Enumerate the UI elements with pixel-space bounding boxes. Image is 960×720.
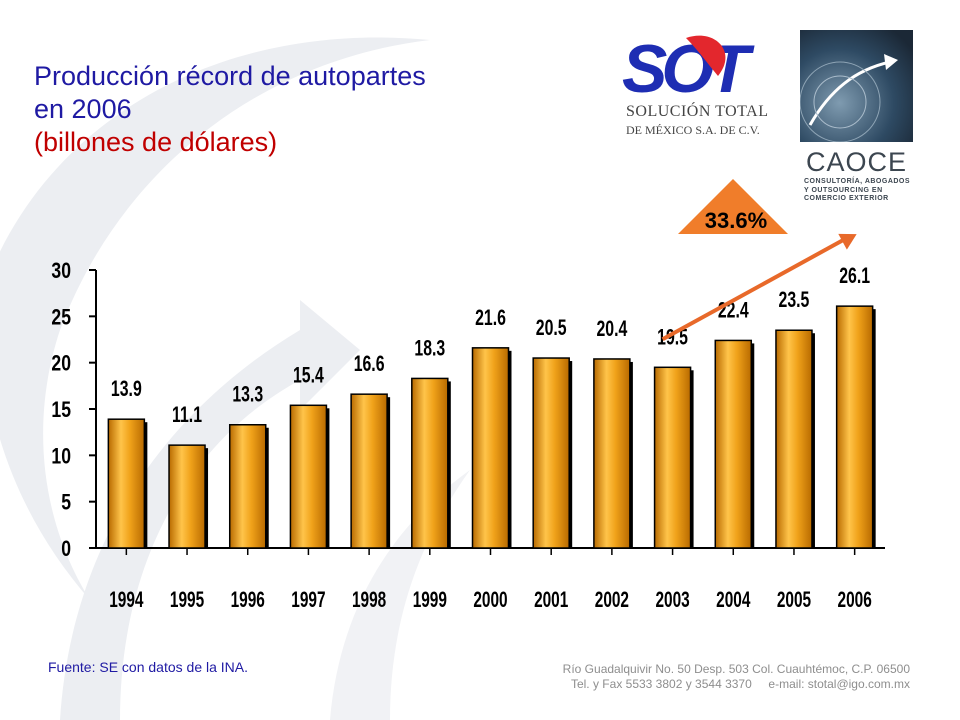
caoce-sub-line-3: Comercio Exterior [804,195,889,202]
y-tick-label: 30 [51,259,71,283]
x-tick-label-2003: 2003 [655,588,689,612]
data-label-2004: 22.4 [718,299,749,323]
bar-2002 [593,358,631,549]
y-tick-label: 25 [51,306,71,330]
bar-2001 [532,357,570,549]
data-label-1998: 16.6 [354,353,385,377]
x-tick-label-2005: 2005 [777,588,812,612]
data-label-2005: 23.5 [779,289,810,313]
bar-2006 [835,305,874,549]
x-tick-label-2001: 2001 [534,588,569,612]
caoce-logo: CAOCE Consultoría, Abogados y Outsourcin… [799,30,915,205]
sot-name-line-1: SOLUCIÓN TOTAL [626,103,769,120]
bar-1999 [411,377,449,549]
sot-name-line-2: DE MÉXICO S.A. DE C.V. [626,123,760,137]
bar-2003 [653,366,692,549]
data-label-1997: 15.4 [293,364,324,388]
bar-1994 [107,418,146,549]
y-tick-label: 15 [51,398,71,422]
caoce-emblem [799,30,913,143]
x-tick-label-2000: 2000 [473,588,507,612]
bar-2005 [775,329,813,549]
data-label-1994: 13.9 [111,378,142,402]
bar-1996 [228,424,267,549]
data-label-2001: 20.5 [536,317,567,341]
trend-arrow-line [661,236,848,342]
trend-annotation: 33.6% [661,179,857,342]
contact-address: Río Guadalquivir No. 50 Desp. 503 Col. C… [562,662,910,676]
bar-2004 [714,339,753,549]
y-tick-label: 0 [61,537,71,561]
trend-arrow-head [838,233,857,250]
title-line-2: en 2006 [34,94,132,124]
data-label-1995: 11.1 [172,404,202,428]
growth-badge-triangle [678,179,788,234]
sot-logo-mark: SOT [622,31,761,100]
x-tick-label-1999: 1999 [413,588,447,612]
slide-title: Producción récord de autopartes en 2006 … [34,60,426,159]
sot-logo: SOT SOLUCIÓN TOTAL DE MÉXICO S.A. DE C.V… [620,28,780,140]
y-tick-label: 10 [51,445,71,469]
x-tick-label-1995: 1995 [170,588,205,612]
contact-phone-email: Tel. y Fax 5533 3802 y 3544 3370 e-mail:… [570,677,910,691]
data-labels: 13.911.113.315.4 16.618.321.6 20.5 20.4 19.5… [111,265,870,428]
data-label-1999: 18.3 [414,337,445,361]
x-tick-label-1994: 1994 [109,588,144,612]
y-tick-label: 5 [61,491,71,515]
x-tick-label-1996: 1996 [231,588,265,612]
x-tick-labels: 1994 1995 1996 1997 1998 1999 2000 2001 2002 2003… [109,588,872,612]
growth-badge-label: 33.6% [705,208,767,233]
source-note: Fuente: SE con datos de la INA. [48,659,249,675]
bar-1995 [168,444,206,549]
caoce-subtitle: Consultoría, Abogados y Outsourcing en C… [804,178,910,204]
title-line-1: Producción récord de autopartes [34,61,426,91]
data-label-2002: 20.4 [596,318,627,342]
x-tick-label-2002: 2002 [595,588,629,612]
caoce-sub-line-2: y Outsourcing en [804,186,883,194]
contact-info: Río Guadalquivir No. 50 Desp. 503 Col. C… [563,662,910,692]
x-tick-label-1997: 1997 [291,588,325,612]
caoce-name: CAOCE [805,147,908,177]
y-tick-label: 20 [51,352,71,376]
data-label-1996: 13.3 [232,383,263,407]
title-subtitle: (billones de dólares) [34,127,278,157]
x-tick-label-2004: 2004 [716,588,751,612]
caoce-sub-line-1: Consultoría, Abogados [804,178,911,185]
bar-1998 [350,393,388,549]
bar-1997 [289,404,328,549]
bar-2000 [471,347,510,549]
data-label-2006: 26.1 [839,265,870,289]
x-tick-label-1998: 1998 [352,588,386,612]
bars [107,305,876,555]
data-label-2000: 21.6 [475,306,506,330]
x-tick-label-2006: 2006 [838,588,872,612]
